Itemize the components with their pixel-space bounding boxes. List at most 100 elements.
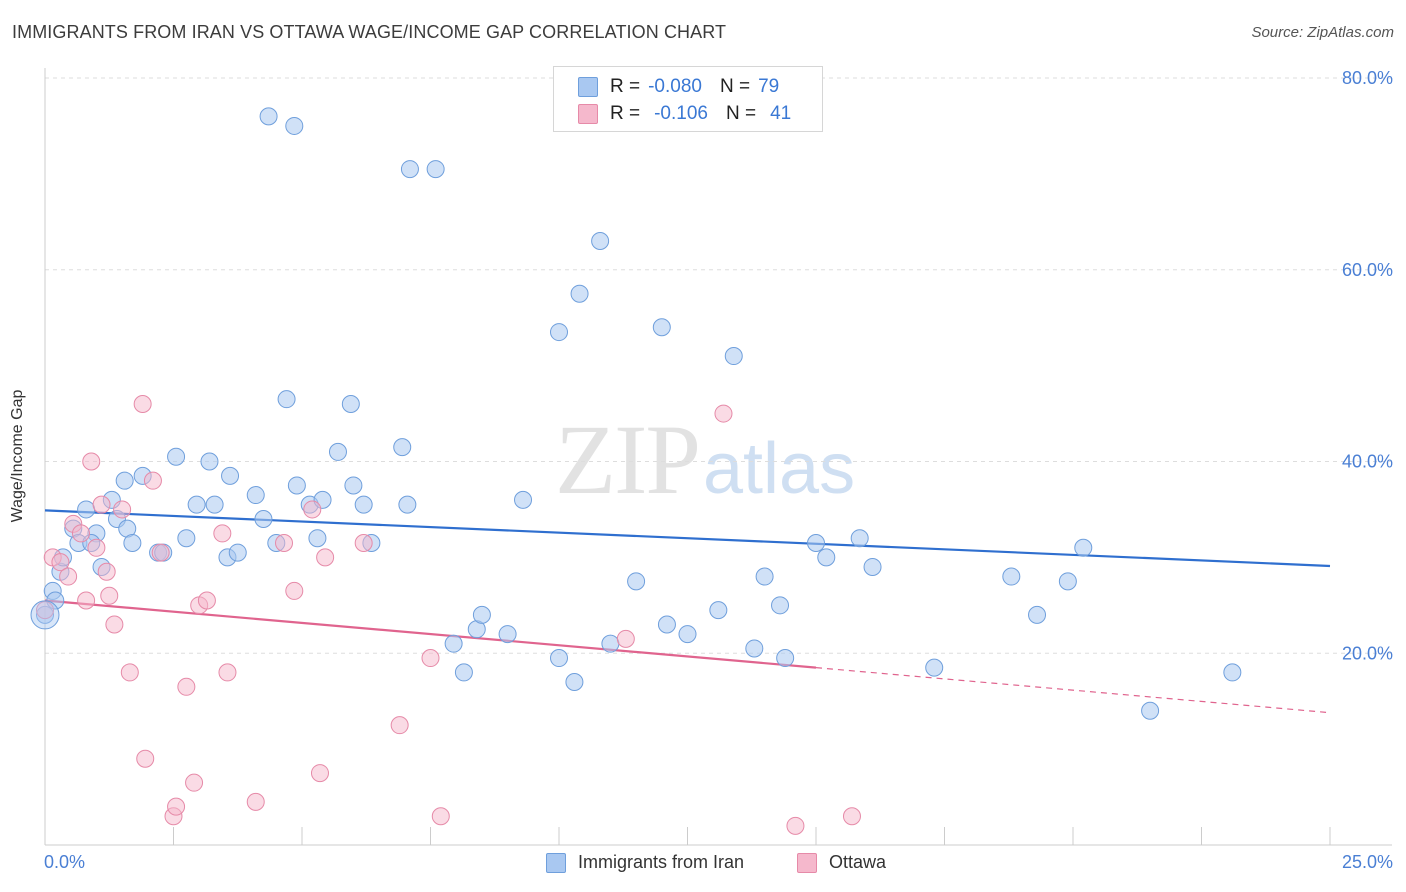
- data-point-iran: [771, 596, 790, 615]
- y-tick-label: 80.0%: [1342, 68, 1393, 88]
- data-point-iran: [601, 634, 620, 653]
- data-point-iran: [308, 529, 327, 548]
- data-point-ottawa: [213, 524, 232, 543]
- data-points: [30, 107, 1242, 835]
- data-point-ottawa: [92, 495, 111, 514]
- data-point-iran: [472, 605, 491, 624]
- data-point-iran: [850, 529, 869, 548]
- chart-title: IMMIGRANTS FROM IRAN VS OTTAWA WAGE/INCO…: [12, 22, 727, 42]
- y-tick-label: 20.0%: [1342, 643, 1393, 663]
- data-point-ottawa: [105, 615, 124, 634]
- data-point-iran: [328, 442, 347, 461]
- data-point-ottawa: [310, 764, 329, 783]
- data-point-iran: [1074, 538, 1093, 557]
- data-point-iran: [678, 625, 697, 644]
- data-point-ottawa: [36, 601, 54, 620]
- data-point-iran: [776, 649, 795, 668]
- data-point-iran: [341, 394, 360, 413]
- watermark-zip: ZIP: [555, 404, 701, 515]
- data-point-iran: [570, 284, 589, 303]
- x-tick-label: 0.0%: [44, 852, 85, 872]
- legend-r-label: R =: [610, 76, 641, 97]
- grid: [45, 77, 1392, 654]
- data-point-ottawa: [285, 581, 304, 600]
- data-point-ottawa: [97, 562, 116, 581]
- legend-swatch-ottawa: [578, 104, 598, 124]
- data-point-iran: [177, 529, 196, 548]
- legend-n-value: 79: [758, 76, 780, 97]
- data-point-iran-large: [30, 600, 60, 630]
- x-tick-label: 25.0%: [1342, 852, 1393, 872]
- trend-line-ottawa: [44, 599, 817, 669]
- legend-r-value: -0.080: [648, 76, 702, 97]
- data-point-iran: [1028, 605, 1047, 624]
- data-point-iran: [277, 390, 296, 409]
- watermark: ZIPatlas: [555, 402, 855, 517]
- data-point-ottawa: [59, 567, 78, 586]
- data-point-iran: [246, 486, 265, 505]
- data-point-ottawa: [113, 500, 132, 519]
- data-point-iran: [444, 634, 463, 653]
- data-point-iran: [1002, 567, 1021, 586]
- series-legend: Immigrants from Iran Ottawa: [0, 852, 1406, 878]
- data-point-iran: [187, 495, 206, 514]
- data-point-iran: [1223, 663, 1242, 682]
- y-tick-label: 60.0%: [1342, 260, 1393, 280]
- data-point-ottawa: [616, 629, 635, 648]
- data-point-iran: [550, 649, 568, 668]
- trend-lines: [44, 509, 1331, 714]
- series-legend-ottawa: Ottawa: [797, 852, 886, 873]
- data-point-iran: [807, 533, 825, 552]
- data-point-ottawa: [120, 663, 139, 682]
- data-point-ottawa: [246, 792, 265, 811]
- data-point-ottawa: [714, 404, 733, 423]
- data-point-iran: [205, 495, 224, 514]
- data-point-iran: [285, 116, 304, 135]
- data-point-ottawa: [421, 649, 440, 668]
- data-point-iran: [550, 323, 568, 342]
- data-point-iran: [354, 495, 373, 514]
- data-point-iran: [745, 639, 764, 658]
- data-point-ottawa: [185, 773, 204, 792]
- series-label-ottawa: Ottawa: [829, 852, 887, 872]
- data-point-ottawa: [77, 591, 96, 610]
- data-point-ottawa: [143, 471, 162, 490]
- legend-row-iran: R = -0.080 N = 79: [578, 74, 779, 100]
- data-point-iran: [454, 663, 473, 682]
- data-point-iran: [167, 447, 186, 466]
- data-point-ottawa: [354, 533, 373, 552]
- data-point-iran: [228, 543, 247, 562]
- legend-row-ottawa: R = -0.106 N = 41: [578, 101, 791, 127]
- data-point-ottawa: [197, 591, 216, 610]
- series-label-iran: Immigrants from Iran: [578, 852, 745, 872]
- data-point-ottawa: [167, 797, 186, 816]
- legend-swatch-iran: [578, 77, 598, 97]
- data-point-iran: [652, 318, 671, 337]
- legend-n-label: N =: [725, 103, 757, 124]
- data-point-iran: [925, 658, 944, 677]
- data-point-ottawa: [390, 716, 409, 735]
- data-point-ottawa: [316, 548, 335, 567]
- data-point-iran: [817, 548, 836, 567]
- data-point-ottawa: [51, 553, 70, 572]
- data-point-ottawa: [71, 524, 90, 543]
- data-point-ottawa: [842, 807, 861, 826]
- data-point-ottawa: [87, 538, 106, 557]
- data-point-ottawa: [218, 663, 237, 682]
- legend-r-value: -0.106: [654, 103, 708, 124]
- data-point-iran: [514, 490, 533, 509]
- series-swatch-ottawa: [797, 852, 817, 873]
- data-point-iran: [724, 347, 743, 366]
- axes: [44, 68, 1392, 846]
- data-point-ottawa: [82, 452, 101, 471]
- source-label: Source: ZipAtlas.com: [1251, 24, 1394, 41]
- data-point-iran: [254, 510, 273, 529]
- data-point-iran: [709, 601, 728, 620]
- legend-n-label: N =: [719, 76, 751, 97]
- data-point-iran: [591, 231, 610, 250]
- data-point-iran: [1058, 572, 1077, 591]
- data-point-iran: [287, 476, 306, 495]
- data-point-iran: [627, 572, 646, 591]
- series-swatch-iran: [546, 852, 566, 873]
